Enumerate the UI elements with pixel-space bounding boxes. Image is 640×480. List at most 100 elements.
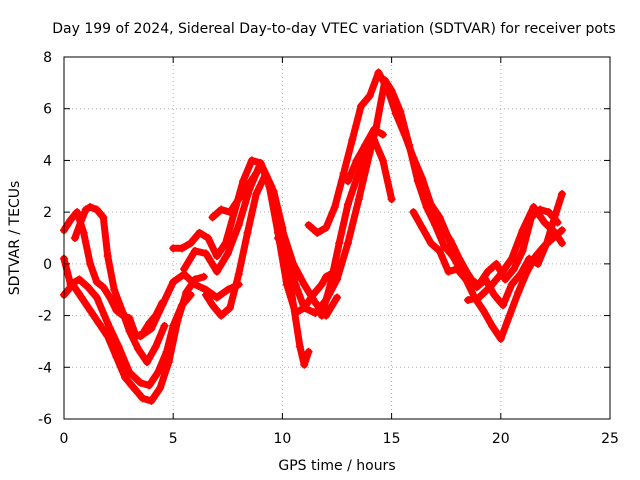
data-point-marker: [343, 239, 352, 248]
data-point-marker: [103, 252, 112, 261]
y-tick-label: 2: [43, 205, 52, 221]
data-point-marker: [180, 265, 189, 274]
data-point-marker: [501, 275, 510, 284]
x-tick-label: 0: [60, 431, 69, 447]
data-point-marker: [313, 228, 322, 237]
data-point-marker: [343, 200, 352, 209]
y-tick-label: -6: [38, 412, 52, 428]
series-track: [343, 125, 387, 186]
data-point-marker: [138, 394, 147, 403]
data-point-marker: [201, 290, 210, 299]
series-line: [464, 203, 566, 304]
data-point-marker: [191, 280, 200, 289]
data-point-marker: [505, 311, 514, 320]
x-tick-label: 15: [383, 431, 401, 447]
data-point-marker: [84, 283, 93, 292]
data-point-marker: [409, 153, 418, 162]
y-tick-label: 4: [43, 153, 52, 169]
data-point-marker: [496, 334, 505, 343]
data-point-marker: [92, 205, 101, 214]
data-point-marker: [169, 277, 178, 286]
data-point-marker: [112, 352, 121, 361]
data-point-marker: [529, 202, 538, 211]
y-tick-label: 8: [43, 50, 52, 66]
data-point-marker: [243, 182, 252, 191]
data-point-marker: [418, 223, 427, 232]
data-point-marker: [485, 283, 494, 292]
y-tick-label: -4: [38, 360, 52, 376]
data-point-marker: [527, 213, 536, 222]
data-point-marker: [378, 156, 387, 165]
data-point-marker: [474, 280, 483, 289]
data-point-marker: [136, 332, 145, 341]
data-point-marker: [158, 301, 167, 310]
data-point-marker: [66, 215, 75, 224]
data-point-marker: [553, 218, 562, 227]
data-point-marker: [361, 140, 370, 149]
data-point-marker: [77, 215, 86, 224]
data-point-marker: [488, 321, 497, 330]
data-point-marker: [153, 368, 162, 377]
data-point-marker: [103, 319, 112, 328]
data-point-marker: [164, 358, 173, 367]
data-point-marker: [391, 109, 400, 118]
data-point-marker: [400, 130, 409, 139]
data-point-marker: [525, 254, 534, 263]
data-point-marker: [551, 228, 560, 237]
data-point-marker: [223, 249, 232, 258]
data-point-marker: [217, 205, 226, 214]
data-point-marker: [300, 280, 309, 289]
data-point-marker: [274, 234, 283, 242]
data-point-marker: [147, 324, 156, 333]
data-point-marker: [234, 195, 243, 204]
data-point-marker: [343, 177, 352, 186]
data-point-marker: [234, 270, 243, 279]
data-point-marker: [435, 246, 444, 255]
series-line: [274, 76, 465, 317]
series-line: [409, 208, 566, 343]
y-axis-label: SDTVAR / TECUs: [7, 181, 23, 296]
data-point-marker: [121, 373, 130, 382]
data-point-marker: [490, 290, 499, 299]
data-point-marker: [418, 174, 427, 183]
y-tick-label: -2: [38, 309, 52, 325]
series-track: [70, 202, 169, 367]
data-point-marker: [483, 267, 492, 276]
data-point-marker: [311, 308, 320, 317]
data-point-marker: [437, 223, 446, 232]
data-point-marker: [160, 321, 169, 330]
data-point-marker: [516, 270, 525, 279]
x-tick-label: 5: [169, 431, 178, 447]
data-point-marker: [269, 187, 278, 196]
data-point-marker: [243, 228, 252, 237]
data-point-marker: [234, 221, 243, 230]
data-point-marker: [208, 213, 217, 222]
data-point-marker: [455, 254, 464, 263]
data-point-marker: [134, 345, 143, 354]
data-point-marker: [99, 213, 108, 222]
data-point-marker: [86, 202, 95, 211]
y-tick-label: 6: [43, 102, 52, 118]
data-point-marker: [252, 190, 261, 199]
data-point-marker: [387, 195, 396, 204]
series-line: [202, 172, 313, 369]
data-point-marker: [70, 234, 79, 242]
data-point-marker: [256, 159, 265, 168]
data-point-marker: [335, 239, 344, 248]
series-line: [475, 206, 562, 288]
data-point-marker: [103, 332, 112, 341]
data-point-marker: [300, 303, 309, 312]
data-point-marker: [370, 125, 379, 134]
data-point-marker: [239, 177, 248, 186]
x-tick-label: 25: [601, 431, 619, 447]
data-point-marker: [92, 293, 101, 302]
data-point-marker: [169, 244, 178, 253]
data-point-marker: [311, 298, 320, 307]
data-point-marker: [479, 306, 488, 315]
data-point-marker: [212, 252, 221, 261]
series-track: [474, 205, 562, 289]
data-point-marker: [429, 208, 438, 217]
data-point-marker: [223, 285, 232, 294]
data-point-marker: [464, 296, 473, 305]
